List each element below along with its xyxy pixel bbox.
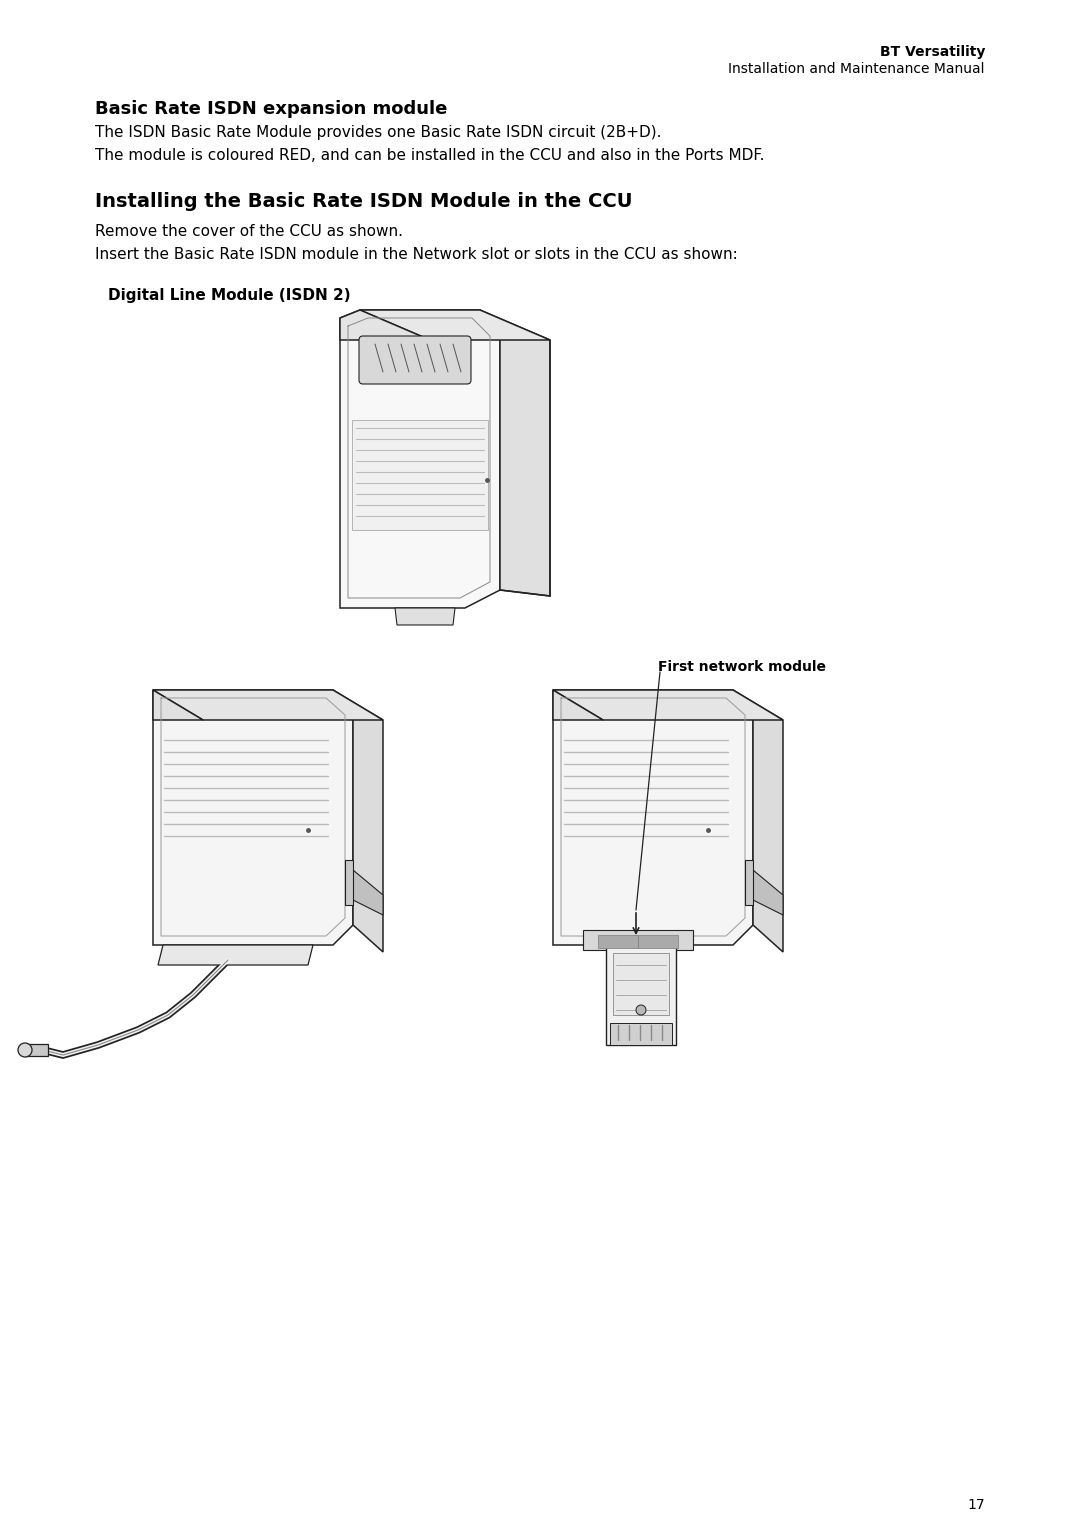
Polygon shape — [553, 691, 603, 720]
Polygon shape — [153, 691, 203, 720]
Text: The module is coloured RED, and can be installed in the CCU and also in the Port: The module is coloured RED, and can be i… — [95, 148, 765, 163]
Text: Installing the Basic Rate ISDN Module in the CCU: Installing the Basic Rate ISDN Module in… — [95, 193, 633, 211]
Text: Installation and Maintenance Manual: Installation and Maintenance Manual — [729, 63, 985, 76]
Polygon shape — [340, 310, 430, 341]
Polygon shape — [25, 1044, 48, 1056]
Text: BT Versatility: BT Versatility — [879, 44, 985, 60]
Text: Insert the Basic Rate ISDN module in the Network slot or slots in the CCU as sho: Insert the Basic Rate ISDN module in the… — [95, 248, 738, 261]
Text: 17: 17 — [968, 1497, 985, 1513]
FancyBboxPatch shape — [359, 336, 471, 384]
Polygon shape — [153, 691, 383, 720]
Polygon shape — [158, 944, 313, 966]
Text: Remove the cover of the CCU as shown.: Remove the cover of the CCU as shown. — [95, 225, 403, 238]
Text: First network module: First network module — [658, 660, 826, 674]
Text: Basic Rate ISDN expansion module: Basic Rate ISDN expansion module — [95, 99, 447, 118]
Polygon shape — [340, 310, 500, 608]
Polygon shape — [613, 953, 669, 1015]
Polygon shape — [745, 860, 753, 905]
Ellipse shape — [18, 1044, 32, 1057]
Polygon shape — [733, 691, 783, 952]
Polygon shape — [352, 420, 488, 530]
Text: Digital Line Module (ISDN 2): Digital Line Module (ISDN 2) — [108, 287, 351, 303]
Polygon shape — [598, 935, 678, 947]
Text: The ISDN Basic Rate Module provides one Basic Rate ISDN circuit (2B+D).: The ISDN Basic Rate Module provides one … — [95, 125, 661, 141]
Polygon shape — [606, 944, 676, 1045]
Polygon shape — [153, 691, 353, 944]
Polygon shape — [353, 869, 383, 915]
Polygon shape — [395, 608, 455, 625]
Polygon shape — [753, 869, 783, 915]
Polygon shape — [610, 1024, 672, 1045]
Polygon shape — [480, 310, 550, 596]
Polygon shape — [553, 691, 783, 720]
Circle shape — [636, 1005, 646, 1015]
Polygon shape — [583, 931, 693, 950]
Polygon shape — [553, 691, 753, 944]
Polygon shape — [345, 860, 353, 905]
Polygon shape — [333, 691, 383, 952]
Polygon shape — [360, 310, 550, 341]
